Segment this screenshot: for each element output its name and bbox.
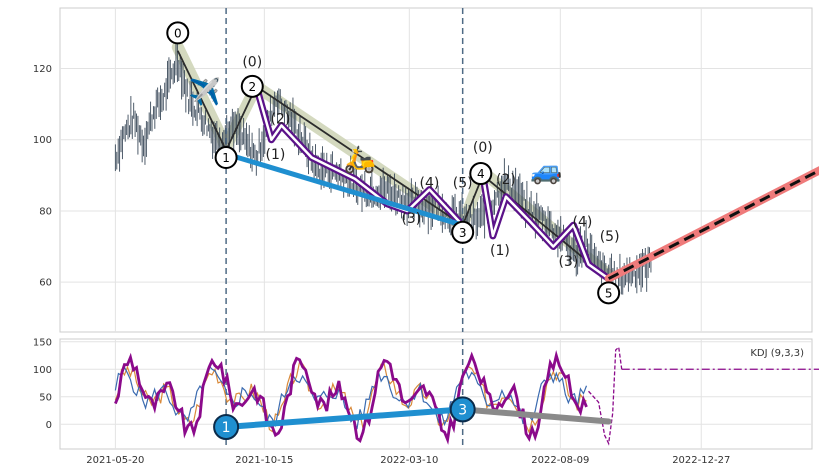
emoji-marker: 🛵 xyxy=(344,145,376,175)
wave-marker-label: 2 xyxy=(248,80,256,94)
price-y-tick-label: 120 xyxy=(33,64,52,75)
wave-subwave-label: (0) xyxy=(473,140,493,156)
forecast-dashed xyxy=(607,168,819,280)
kdj-legend: KDJ (9,3,3) xyxy=(750,348,804,359)
wave-marker-label: 3 xyxy=(459,226,467,240)
wave-marker-circle xyxy=(240,74,264,98)
wave-grey xyxy=(176,50,610,280)
wave-subwave-label: (5) xyxy=(453,175,473,191)
x-axis: 2021-05-20 2021-10-15 2022-03-10 2022-08-09… xyxy=(86,455,730,466)
kdj-y-tick-label: 100 xyxy=(33,365,52,376)
kdj-panel: 0 50 100 150 1 3 xyxy=(33,337,819,450)
wave-marker-circle xyxy=(451,220,475,244)
kdj-blue-trend xyxy=(223,406,466,430)
wave-subwave-label: (2) xyxy=(496,172,516,188)
x-tick-label: 2022-03-10 xyxy=(380,455,438,466)
wave-subwave-label: (0) xyxy=(242,54,262,70)
kdj-y-tick-label: 150 xyxy=(33,337,52,348)
price-y-tick-label: 80 xyxy=(39,206,52,217)
wave-subwave-label: (1) xyxy=(266,147,286,163)
wave-purple-2-inner xyxy=(481,175,610,280)
x-tick-label: 2021-05-20 xyxy=(86,455,144,466)
kdj-tail xyxy=(588,345,623,446)
wave-marker-circle xyxy=(597,281,621,305)
wave-subwave-label: (4) xyxy=(420,175,440,191)
kdj-marker-circle xyxy=(213,414,240,440)
wave-subwave-label: (3) xyxy=(558,254,578,270)
kdj-marker-circle xyxy=(449,396,476,423)
wave-marker-label: 4 xyxy=(477,167,485,181)
wave-purple-1-inner xyxy=(255,85,464,227)
wave-subwave-label: (3) xyxy=(401,211,421,227)
wave-marker-circle xyxy=(166,21,190,45)
x-tick-label: 2021-10-15 xyxy=(235,455,293,466)
price-y-tick-label: 100 xyxy=(33,135,52,146)
kdj-grey-trend xyxy=(459,406,612,425)
kdj-y-tick-label: 0 xyxy=(46,420,52,431)
wave-marker-label: 0 xyxy=(174,26,182,40)
wave-subwave-label: (5) xyxy=(600,229,620,245)
price-panel-frame xyxy=(59,7,813,333)
wave-marker-circle xyxy=(469,162,493,186)
emoji-marker: ✈️ xyxy=(189,76,221,108)
wave-subwave-label: (4) xyxy=(573,215,593,231)
kdj-y-tick-label: 50 xyxy=(39,392,52,403)
kdj-marker-label: 3 xyxy=(458,402,467,418)
wave-subwave-label: (2) xyxy=(271,111,291,127)
x-tick-label: 2022-08-09 xyxy=(531,455,589,466)
wave-marker-label: 5 xyxy=(605,286,613,300)
emoji-marker: 🚙 xyxy=(530,156,562,186)
wave-marker-circle xyxy=(214,146,238,170)
price-y-tick-label: 60 xyxy=(39,278,52,289)
kdj-marker-label: 1 xyxy=(222,420,231,436)
wave-marker-label: 1 xyxy=(222,151,230,165)
x-tick-label: 2022-12-27 xyxy=(672,455,730,466)
wave-blue-trend xyxy=(223,151,466,228)
wave-subwave-label: (1) xyxy=(490,243,510,259)
